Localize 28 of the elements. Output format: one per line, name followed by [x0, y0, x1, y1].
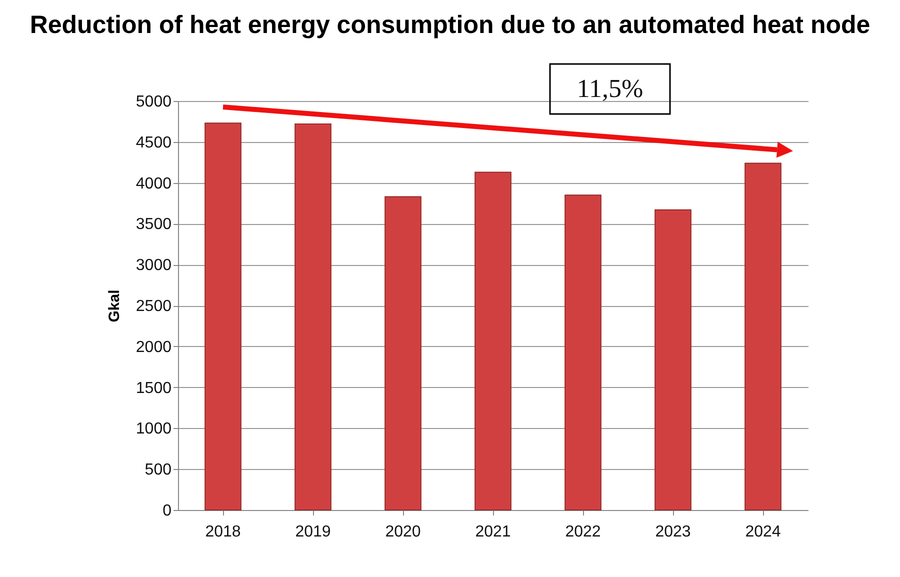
bar [294, 124, 332, 510]
y-tick-label: 1000 [136, 420, 172, 438]
y-tick-label: 2000 [136, 338, 172, 356]
x-tick-label: 2024 [745, 524, 781, 540]
bar [204, 122, 242, 510]
y-tick-label: 2500 [136, 298, 172, 315]
y-tick-label: 4500 [136, 134, 172, 152]
bar [384, 196, 422, 510]
x-tick-label: 2020 [385, 524, 421, 540]
bar [744, 162, 782, 510]
x-tick-label: 2019 [295, 524, 331, 540]
y-tick-label: 5000 [136, 94, 172, 110]
bar [654, 209, 692, 510]
bar [564, 194, 602, 510]
x-tick-label: 2022 [565, 524, 601, 540]
x-tick-label: 2018 [205, 524, 241, 540]
y-tick-label: 500 [144, 462, 172, 479]
y-tick-label: 4000 [136, 175, 172, 192]
bar [474, 172, 512, 510]
y-tick-label: 1500 [136, 380, 172, 397]
y-tick-label: 0 [162, 502, 172, 520]
chart-title: Reduction of heat energy consumption due to an automated heat node [30, 11, 870, 39]
x-tick-label: 2023 [655, 524, 691, 540]
annotation: 11,5% [576, 74, 644, 103]
y-tick-label: 3000 [136, 257, 172, 274]
y-axis-title: Gkal [106, 290, 123, 322]
x-tick-label: 2021 [475, 524, 511, 540]
y-tick-label: 3500 [136, 216, 172, 234]
